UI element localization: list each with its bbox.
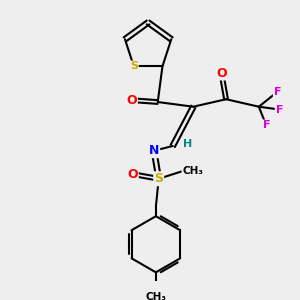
Text: S: S [130,61,138,71]
Text: F: F [274,87,281,97]
Text: O: O [127,168,138,181]
Text: S: S [154,172,163,185]
Text: F: F [276,104,283,115]
Text: CH₃: CH₃ [146,292,167,300]
Text: F: F [262,120,270,130]
Text: O: O [126,94,137,107]
Text: O: O [216,67,227,80]
Text: N: N [149,144,159,157]
Text: CH₃: CH₃ [182,166,203,176]
Text: H: H [183,139,192,149]
